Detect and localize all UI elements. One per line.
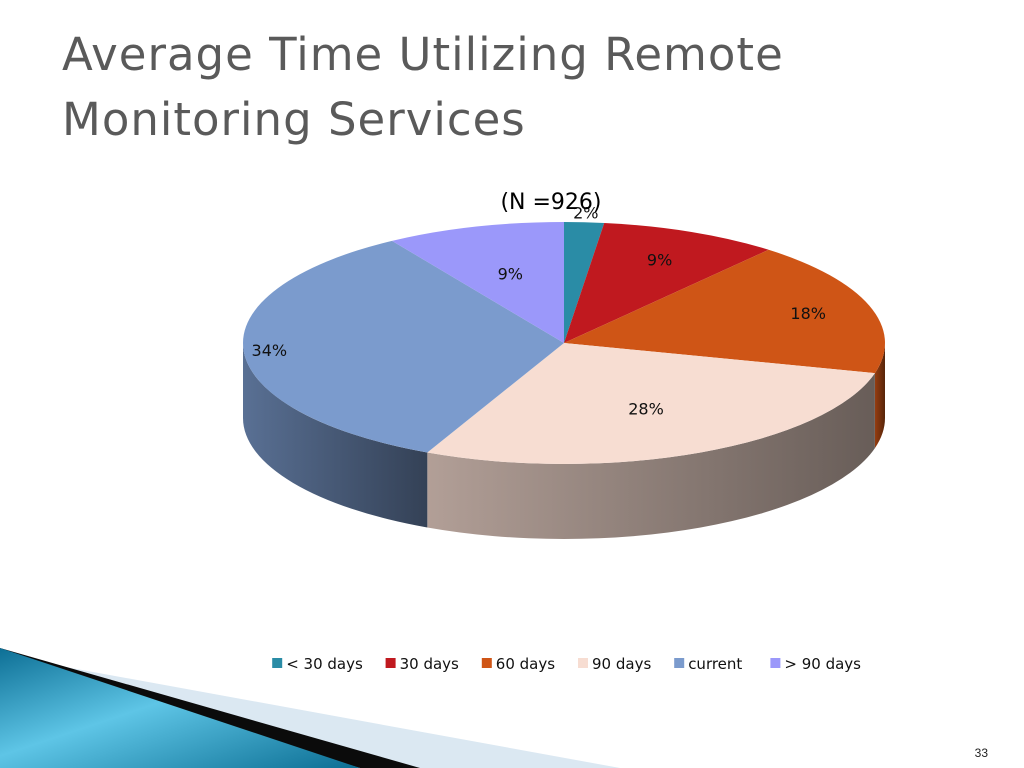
legend-swatch-90-days bbox=[578, 658, 588, 668]
legend-swatch-30-days bbox=[272, 658, 283, 668]
pie-top-faces bbox=[242, 222, 885, 464]
pie-slice-90-days bbox=[391, 222, 564, 343]
pie-slice-90-days bbox=[427, 343, 875, 464]
pie-group bbox=[242, 222, 886, 539]
data-label-90-days: 9% bbox=[498, 264, 523, 283]
legend-label-60-days: 60 days bbox=[496, 655, 555, 673]
legend-label-current: current bbox=[688, 655, 742, 673]
title-line-1: Average Time Utilizing Remote bbox=[62, 28, 784, 81]
pie-side-walls bbox=[242, 343, 886, 539]
pie-side-current bbox=[242, 343, 428, 528]
legend-label-90-days: 90 days bbox=[592, 655, 651, 673]
legend-swatch-30-days bbox=[385, 658, 396, 668]
data-label-60-days: 18% bbox=[790, 304, 826, 323]
legend-swatch-60-days bbox=[481, 658, 492, 668]
data-label-30-days: 9% bbox=[647, 251, 672, 270]
legend-swatch-90-days bbox=[770, 658, 781, 668]
corner-decoration bbox=[0, 648, 620, 768]
data-label-90-days: 28% bbox=[628, 400, 664, 419]
legend-label-30-days: < 30 days bbox=[286, 655, 363, 673]
legend-label-90-days: > 90 days bbox=[784, 655, 861, 673]
pie-slice-30-days bbox=[564, 222, 605, 343]
pie-side-60-days bbox=[874, 343, 886, 449]
data-label-current: 34% bbox=[252, 341, 288, 360]
legend-swatch-current bbox=[674, 658, 685, 668]
legend-label-30-days: 30 days bbox=[400, 655, 459, 673]
corner-teal-wedge bbox=[0, 648, 360, 768]
pie-side-90-days bbox=[427, 373, 875, 539]
legend: < 30 days 30 days 60 days 90 days current > 9… bbox=[272, 655, 861, 673]
pie-slice-60-days bbox=[564, 249, 885, 374]
slide-title: Average Time Utilizing Remote Monitoring… bbox=[62, 22, 1002, 152]
chart-subtitle: (N =926) bbox=[500, 190, 601, 215]
pie-slice-current bbox=[242, 240, 564, 453]
corner-black-stripe bbox=[0, 648, 420, 768]
data-label-30-days: 2% bbox=[573, 204, 598, 223]
title-line-2: Monitoring Services bbox=[62, 93, 526, 146]
pie-slice-30-days bbox=[564, 222, 769, 343]
page-number: 33 bbox=[974, 746, 988, 760]
data-label-group: 2% 9% 18% 28% 34% 9% bbox=[252, 204, 826, 419]
